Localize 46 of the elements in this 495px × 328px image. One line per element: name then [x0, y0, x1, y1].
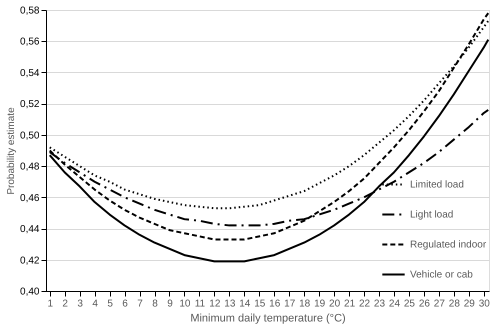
x-tick-label: 7 [137, 298, 144, 310]
legend-label: Light load [410, 210, 454, 220]
y-tick-label: 0,40 [20, 286, 40, 298]
x-tick-label: 26 [418, 298, 430, 310]
x-tick-label: 13 [224, 298, 236, 310]
legend-label: Vehicle or cab [410, 270, 474, 280]
x-tick-label: 17 [284, 298, 296, 310]
x-tick-label: 30 [478, 298, 490, 310]
x-tick-label: 27 [434, 298, 446, 310]
x-tick-label: 25 [404, 298, 416, 310]
legend-label: Regulated indoor [410, 240, 487, 250]
y-axis-title: Probability estimate [6, 106, 18, 195]
x-tick-label: 14 [239, 298, 251, 310]
legend-label: Limited load [410, 180, 464, 190]
x-tick-label: 24 [388, 298, 400, 310]
x-tick-label: 12 [209, 298, 221, 310]
x-tick-label: 19 [314, 298, 326, 310]
y-tick-label: 0,58 [20, 6, 40, 16]
x-tick-label: 4 [92, 298, 98, 310]
y-tick-label: 0,52 [20, 99, 40, 110]
x-tick-label: 11 [194, 298, 206, 310]
x-axis-title: Minimum daily temperature (°C) [190, 312, 346, 324]
x-tick-label: 15 [254, 298, 266, 310]
x-tick-label: 3 [77, 298, 84, 310]
y-tick-label: 0,50 [20, 130, 40, 142]
x-tick-label: 9 [167, 298, 174, 310]
x-tick-label: 29 [464, 298, 476, 310]
y-tick-label: 0,54 [20, 68, 40, 79]
x-tick-label: 8 [152, 298, 158, 310]
y-tick-label: 0,42 [20, 255, 40, 266]
y-tick-label: 0,56 [20, 36, 40, 48]
x-tick-label: 28 [448, 298, 460, 310]
x-tick-label: 16 [269, 298, 281, 310]
x-tick-label: 21 [344, 298, 356, 310]
x-tick-label: 2 [62, 298, 68, 310]
x-tick-label: 5 [107, 298, 114, 310]
y-tick-label: 0,46 [20, 192, 40, 204]
x-tick-label: 22 [358, 298, 371, 310]
x-tick-label: 18 [299, 298, 311, 310]
x-tick-label: 6 [122, 298, 128, 310]
y-tick-label: 0,48 [20, 162, 40, 173]
x-tick-label: 20 [329, 298, 341, 310]
x-tick-label: 10 [179, 298, 191, 310]
y-tick-label: 0,44 [20, 224, 40, 236]
x-tick-label: 1 [47, 298, 54, 310]
x-tick-label: 23 [374, 298, 386, 310]
